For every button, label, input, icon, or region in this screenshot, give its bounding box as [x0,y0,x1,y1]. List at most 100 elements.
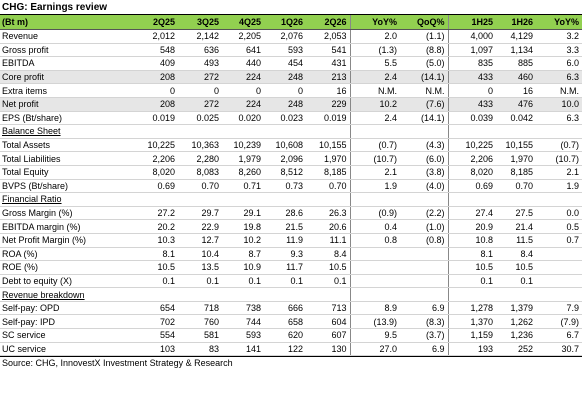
cell: 21.4 [496,219,536,234]
column-header: QoQ% [400,15,449,30]
cell: 122 [264,342,306,357]
cell: 224 [222,97,264,112]
cell: (3.8) [400,165,449,180]
column-header: 3Q25 [178,15,222,30]
cell: 6.9 [400,342,449,357]
data-row: Self-pay: OPD 654 718 738 666 713 8.9 6.9 1,278 1… [0,301,582,316]
cell: 27.2 [130,206,178,221]
cell: 885 [496,56,536,71]
cell: 9.5 [350,328,400,343]
row-label: ROE (%) [0,260,130,275]
cell: 1,979 [222,151,264,166]
cell: 0.7 [536,233,582,248]
cell: 440 [222,56,264,71]
cell: 1,262 [496,314,536,330]
cell: 1,970 [306,151,351,166]
data-row: EBITDA margin (%) 20.2 22.9 19.8 21.5 20.6 0.4… [0,219,582,234]
row-label: EBITDA [0,56,130,71]
cell: 12.7 [178,233,222,248]
cell: (14.1) [400,70,449,85]
cell: 224 [222,70,264,85]
section-row: Revenue breakdown [0,287,582,302]
row-label: Self-pay: OPD [0,301,130,316]
cell: 8.4 [496,247,536,262]
row-label: Gross Margin (%) [0,206,130,221]
row-label: Debt to equity (X) [0,274,130,289]
cell: 0.0 [536,206,582,221]
section-title: Financial Ratio [0,192,130,207]
cell [536,124,582,139]
data-row: EPS (Bt/share) 0.019 0.025 0.020 0.023 0.019 2… [0,111,582,126]
cell: 0 [178,83,222,98]
cell: 431 [306,56,351,71]
cell: 8,185 [306,165,351,180]
cell: 11.1 [306,233,351,248]
cell: 20.2 [130,219,178,234]
cell: 22.9 [178,219,222,234]
column-header: 2Q25 [130,15,178,30]
cell: 8,260 [222,165,264,180]
cell: 30.7 [536,342,582,357]
cell: (0.8) [400,233,449,248]
cell: 83 [178,342,222,357]
data-row: Total Assets 10,225 10,363 10,239 10,608 10,1… [0,138,582,153]
cell: (0.7) [536,138,582,153]
cell: 1,278 [448,301,496,316]
cell: 6.7 [536,328,582,343]
cell: 1,097 [448,43,496,58]
cell: 666 [264,301,306,316]
cell: 2.0 [350,29,400,44]
cell: 0.1 [178,274,222,289]
cell: 593 [222,328,264,343]
cell: (13.9) [350,314,400,330]
cell: 8,020 [448,165,496,180]
cell: 8.9 [350,301,400,316]
cell: 8.1 [448,247,496,262]
cell: 10.0 [536,97,582,112]
cell: (3.7) [400,328,449,343]
cell [350,192,400,207]
cell [496,287,536,302]
cell: (2.2) [400,206,449,221]
cell: 252 [496,342,536,357]
cell: 702 [130,314,178,330]
cell [222,192,264,207]
cell: 141 [222,342,264,357]
cell: 11.5 [496,233,536,248]
cell: 0.4 [350,219,400,234]
cell: 248 [264,70,306,85]
cell: 8,083 [178,165,222,180]
data-row: EBITDA 409 493 440 454 431 5.5 (5.0) 835 885 6.0 [0,56,582,71]
cell: 713 [306,301,351,316]
cell: 10,225 [448,138,496,153]
cell: 0.70 [306,179,351,194]
cell: 16 [496,83,536,98]
source-note: Source: CHG, InnovestX Investment Strate… [0,356,582,370]
cell: (1.0) [400,219,449,234]
table-title: CHG: Earnings review [0,0,582,15]
cell: 6.9 [400,301,449,316]
cell: 433 [448,70,496,85]
row-label: Net profit [0,97,130,112]
cell: 744 [222,314,264,330]
cell: 0.019 [130,111,178,126]
cell [350,274,400,289]
cell [350,260,400,275]
section-title: Revenue breakdown [0,287,130,302]
row-label: UC service [0,342,130,357]
cell: 607 [306,328,351,343]
cell: 0 [264,83,306,98]
cell [350,287,400,302]
cell: (14.1) [400,111,449,126]
data-row: Core profit 208 272 224 248 213 2.4 (14.1) 433 46… [0,70,582,85]
cell: 208 [130,70,178,85]
row-label: Net Profit Margin (%) [0,233,130,248]
cell: N.M. [536,83,582,98]
cell: 493 [178,56,222,71]
cell: 13.5 [178,260,222,275]
cell [178,192,222,207]
row-label: SC service [0,328,130,343]
data-row: Net Profit Margin (%) 10.3 12.7 10.2 11.9 11.… [0,233,582,248]
cell: 20.6 [306,219,351,234]
cell [400,192,449,207]
